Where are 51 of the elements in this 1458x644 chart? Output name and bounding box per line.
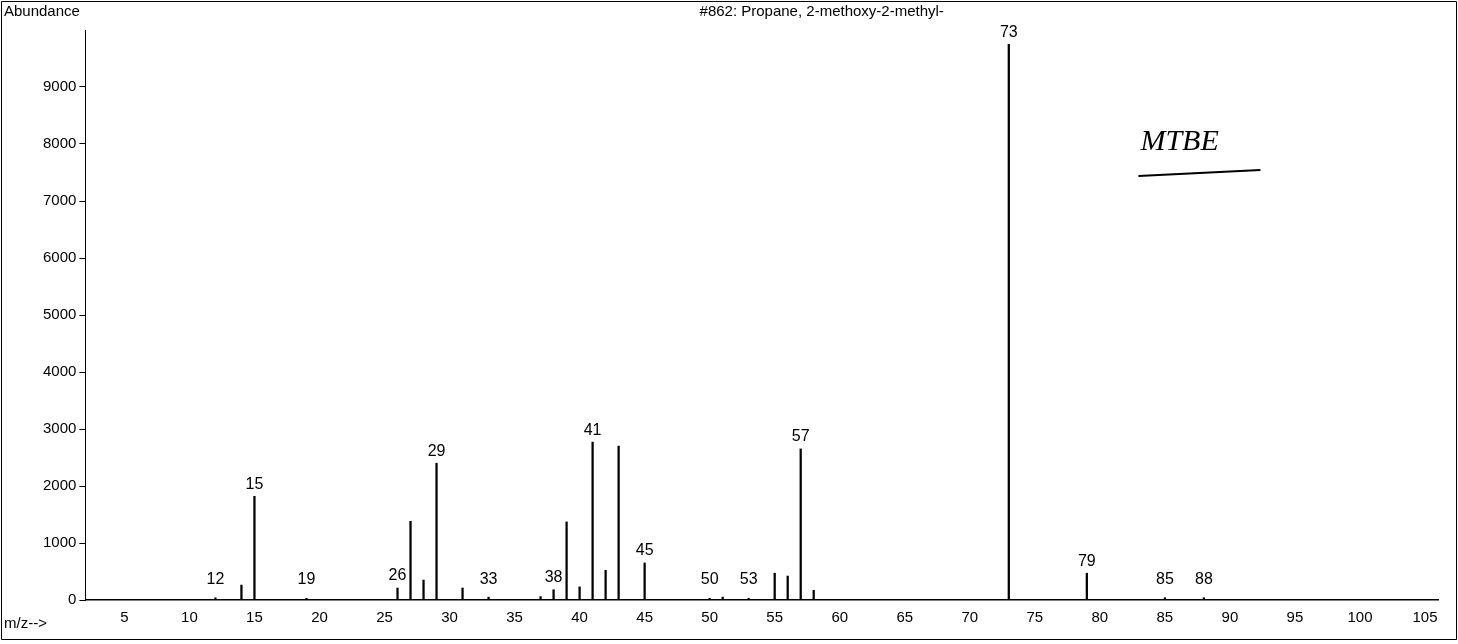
y-tick-label: 0	[68, 590, 77, 608]
y-tick-label: 3000	[42, 419, 77, 437]
annotation: 41	[583, 420, 602, 438]
y-tick-label: 6000	[42, 248, 77, 266]
chart-title: #862: Propane, 2-methoxy-2-methyl-	[699, 1, 944, 19]
annotation: 33	[479, 570, 498, 588]
annotation: 79	[1077, 551, 1096, 569]
x-tick-label: 65	[896, 608, 914, 626]
x-tick-label: 85	[1156, 608, 1174, 626]
annotation: 29	[427, 441, 446, 459]
y-tick-label: 1000	[42, 533, 77, 551]
x-tick-label: 15	[246, 608, 263, 626]
x-tick-label: 70	[961, 608, 979, 626]
y-tick-label: 7000	[42, 191, 77, 209]
x-tick-label: 25	[376, 608, 393, 626]
y-tick-label: 2000	[42, 476, 77, 494]
x-tick-label: 55	[766, 608, 784, 626]
x-tick-label: 10	[181, 608, 198, 626]
x-tick-label: 90	[1221, 608, 1239, 626]
annotation: 38	[544, 568, 563, 586]
x-tick-label: 95	[1286, 608, 1304, 626]
x-tick-label: 40	[571, 608, 588, 626]
y-tick-label: 4000	[42, 362, 77, 380]
annotation: 50	[700, 570, 719, 588]
annotation: 12	[206, 570, 225, 588]
annotation: 26	[388, 566, 407, 584]
y-axis-title: Abundance	[4, 1, 80, 19]
x-tick-label: 5	[120, 608, 129, 626]
x-tick-label: 105	[1412, 608, 1438, 626]
annotation: 19	[297, 570, 316, 588]
y-tick-label: 9000	[42, 77, 77, 95]
x-tick-label: 75	[1026, 608, 1044, 626]
x-tick-label: 50	[701, 608, 718, 626]
x-tick-label: 45	[636, 608, 653, 626]
x-tick-label: 35	[506, 608, 523, 626]
x-tick-label: 20	[311, 608, 328, 626]
annotation: 73	[999, 22, 1018, 40]
x-tick-label: 60	[831, 608, 849, 626]
x-tick-label: 100	[1347, 608, 1373, 626]
x-axis-title: m/z-->	[4, 614, 48, 632]
x-tick-label: 80	[1091, 608, 1109, 626]
annotation: 88	[1194, 570, 1213, 588]
annotation: 85	[1155, 570, 1174, 588]
y-tick-label: 5000	[42, 305, 77, 323]
annotation: MTBE	[1139, 123, 1219, 156]
annotation: 45	[635, 541, 654, 559]
x-tick-label: 30	[441, 608, 458, 626]
y-tick-label: 8000	[42, 134, 77, 152]
annotation: 53	[739, 570, 758, 588]
annotation: 57	[791, 427, 810, 445]
annotation: 15	[245, 474, 264, 492]
